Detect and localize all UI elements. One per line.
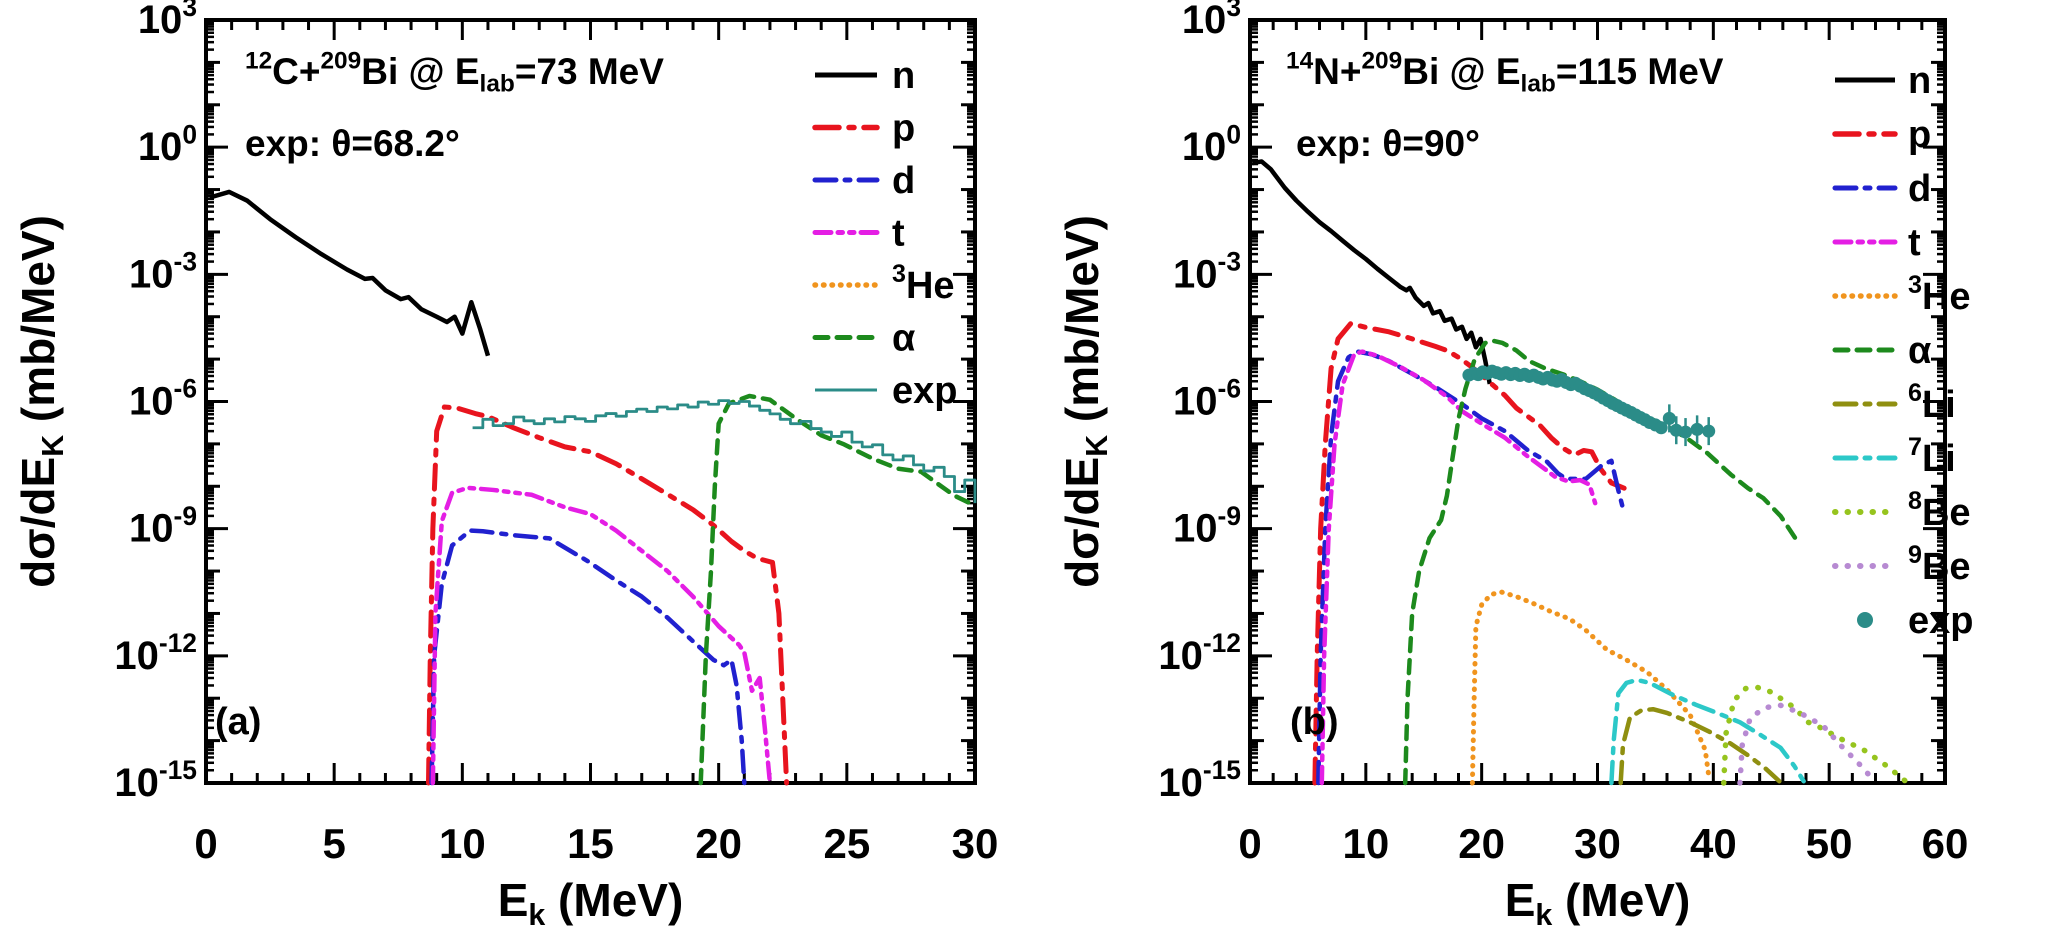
series-n-a [209,189,491,357]
y-tick-label-b: 103 [1182,0,1241,42]
panel-a-exp-angle: exp: θ=68.2° [245,123,460,164]
x-tick-label-a: 10 [439,820,486,867]
series-li7-b [1609,677,1806,786]
y-tick-label-b: 10-12 [1158,628,1241,678]
legend-label-li7-b: 7Li [1908,433,1956,480]
series-p-b [1312,321,1627,786]
legend-label-be9-b: 9Be [1908,541,1971,588]
y-tick-label-b: 10-9 [1173,501,1241,551]
x-tick-label-b: 20 [1458,820,1505,867]
legend-label-d-b: d [1908,168,1931,210]
legend-label-p-b: p [1908,114,1931,156]
x-axis-title-b: Ek (MeV) [1505,874,1691,932]
legend-label-p-a: p [892,108,915,150]
y-axis-title-b: dσ/dEK (mb/MeV) [1056,215,1114,588]
series-t-b [1319,349,1598,786]
legend-label-n-a: n [892,55,915,97]
legend-label-d-a: d [892,160,915,202]
legend-label-exp-a: exp [892,370,957,412]
x-tick-label-a: 0 [194,820,217,867]
x-tick-label-a: 15 [567,820,614,867]
series-p-a [425,404,790,786]
x-tick-label-a: 30 [952,820,999,867]
y-tick-label-b: 10-3 [1173,247,1241,297]
y-tick-label-a: 10-12 [114,628,197,678]
series-be8-b [1721,684,1909,786]
legend-label-exp-b: exp [1908,600,1973,642]
series-li6-b [1618,706,1782,786]
y-tick-label-a: 10-6 [129,374,197,424]
series-exp-dots-b [1462,364,1716,447]
y-tick-label-a: 10-9 [129,501,197,551]
panel-letter-a: (a) [215,701,261,743]
y-tick-label-a: 10-3 [129,247,197,297]
y-tick-label-b: 10-15 [1158,755,1241,805]
y-tick-label-a: 100 [138,119,197,169]
legend-label-he3-a: 3He [892,260,955,307]
legend-label-be8-b: 8Be [1908,487,1971,534]
x-tick-label-b: 50 [1806,820,1853,867]
series-be9-b [1737,702,1876,786]
panel-b-title: 14N+209Bi @ Elab=115 MeV [1286,47,1724,97]
legend-label-t-a: t [892,213,905,255]
x-tick-label-a: 25 [823,820,870,867]
y-tick-label-b: 10-6 [1173,374,1241,424]
x-tick-label-b: 60 [1922,820,1969,867]
y-axis-title-a: dσ/dEK (mb/MeV) [12,215,70,588]
x-tick-label-a: 20 [695,820,742,867]
legend-label-n-b: n [1908,60,1931,102]
legend-label-he3-b: 3He [1908,271,1971,318]
legend-marker-exp-b [1857,612,1873,628]
series-he3-b [1469,589,1712,786]
y-tick-label-a: 103 [138,0,197,42]
series-alpha-b [1402,338,1802,786]
x-axis-title-a: Ek (MeV) [498,874,684,932]
x-tick-label-b: 0 [1238,820,1261,867]
series-t-a [430,485,773,786]
x-tick-label-b: 40 [1690,820,1737,867]
panel-a-title: 12C+209Bi @ Elab=73 MeV [245,47,664,97]
x-tick-label-b: 30 [1574,820,1621,867]
panel-b-exp-angle: exp: θ=90° [1296,123,1480,164]
x-tick-label-a: 5 [322,820,345,867]
legend-label-alpha-b: α [1908,330,1931,372]
legend-label-alpha-a: α [892,318,915,360]
y-tick-label-b: 100 [1182,119,1241,169]
x-tick-label-b: 10 [1342,820,1389,867]
series-exp-a [472,399,977,504]
series-n-b [1251,159,1492,385]
series-d-a [429,528,747,786]
legend-label-t-b: t [1908,222,1921,264]
panel-letter-b: (b) [1290,701,1339,743]
y-tick-label-a: 10-15 [114,755,197,805]
legend-label-li6-b: 6Li [1908,379,1956,426]
series-alpha-a [698,393,978,786]
